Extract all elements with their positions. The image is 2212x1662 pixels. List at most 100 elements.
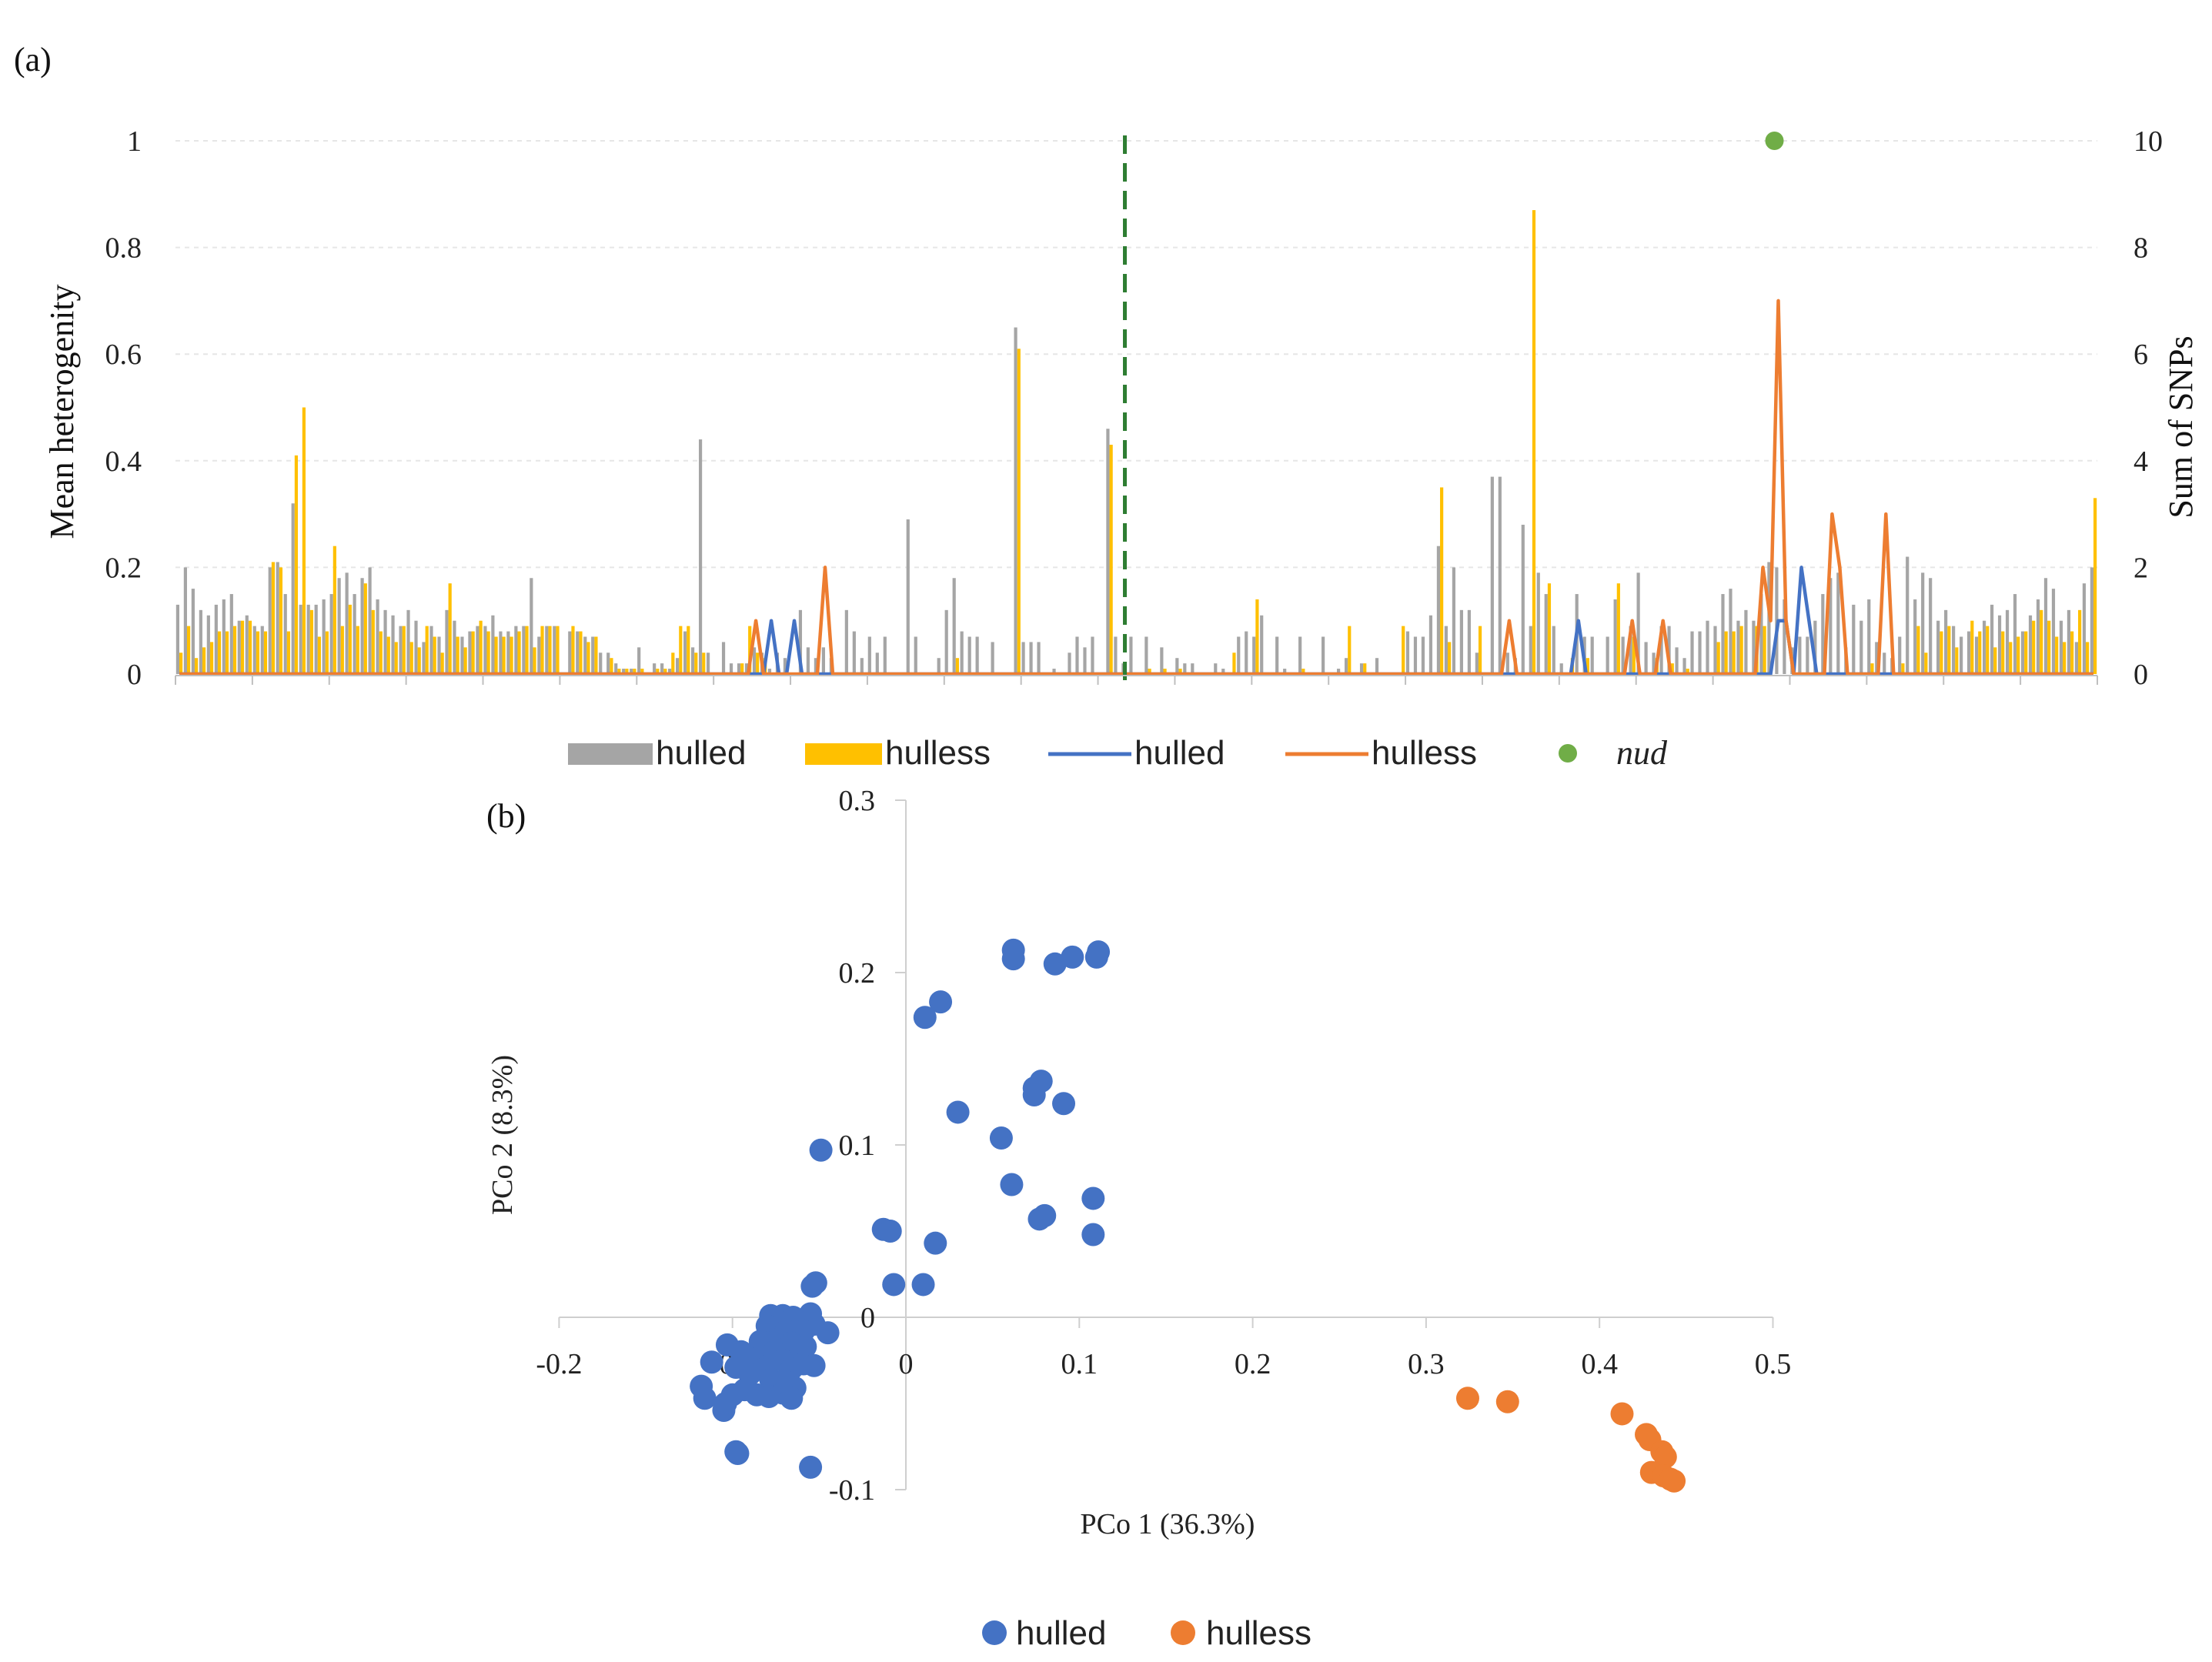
- bar-hulled-31: [414, 620, 418, 674]
- bar-hulled-236: [1990, 604, 1994, 674]
- bar-hulled-4: [206, 615, 210, 674]
- bar-hulless-56: [610, 658, 613, 674]
- bar-hulled-20: [329, 594, 333, 674]
- a-y-tick-label: 0.6: [105, 339, 142, 371]
- bar-hulled-126: [1144, 636, 1148, 674]
- bar-hulled-8: [237, 620, 241, 674]
- bar-hulless-137: [1232, 652, 1236, 674]
- panel-b-y-ticks: -0.1 0 0.1 0.2 0.3: [829, 785, 906, 1507]
- bar-hulled-81: [798, 609, 803, 674]
- bar-hulless-206: [1763, 626, 1766, 674]
- bar-hulled-163: [1428, 615, 1433, 674]
- point-hulled-14: [1000, 1173, 1024, 1196]
- bar-hulless-33: [433, 636, 436, 674]
- bar-hulled-62: [653, 663, 657, 674]
- bar-hulled-18: [314, 604, 318, 674]
- bar-hulled-212: [1806, 636, 1809, 674]
- bar-hulless-75: [756, 652, 760, 674]
- bar-hulled-130: [1175, 658, 1179, 674]
- bar-hulled-10: [252, 626, 256, 674]
- bar-hulless-109: [1017, 349, 1021, 674]
- legend-label-b-hulless: hulless: [1206, 1614, 1311, 1652]
- panel-a-y2-axis-title: Sum of SNPs: [2162, 335, 2200, 518]
- bar-hulled-6: [222, 599, 226, 674]
- bar-hulless-240: [2024, 631, 2028, 674]
- bar-hulless-49: [556, 626, 560, 674]
- bar-hulled-211: [1798, 636, 1802, 674]
- point-hulless-0: [1455, 1387, 1479, 1410]
- bar-hulless-128: [1163, 669, 1167, 674]
- bar-hulless-220: [1870, 663, 1874, 674]
- bar-hulless-140: [1255, 599, 1259, 674]
- bar-hulled-101: [952, 578, 956, 674]
- bar-hulled-2: [191, 589, 195, 674]
- bar-hulled-162: [1421, 636, 1425, 674]
- bar-hulled-119: [1091, 636, 1094, 674]
- bar-hulled-88: [852, 631, 856, 674]
- bar-hulled-49: [553, 626, 556, 674]
- bar-hulless-227: [1924, 652, 1928, 674]
- bar-hulled-116: [1068, 652, 1071, 674]
- bar-hulled-160: [1405, 631, 1410, 674]
- bar-hulled-75: [752, 647, 757, 674]
- bar-hulled-3: [199, 609, 202, 674]
- bar-hulless-35: [448, 583, 452, 674]
- legend-swatch-b-hulled: [982, 1620, 1007, 1645]
- bar-hulled-214: [1821, 594, 1825, 674]
- bar-hulled-231: [1952, 626, 1956, 674]
- bar-hulled-11: [260, 626, 264, 674]
- panel-b-points: [690, 938, 1686, 1493]
- bar-hulled-237: [1997, 615, 2002, 674]
- bar-hulless-6: [225, 631, 229, 674]
- bar-hulled-38: [468, 631, 472, 674]
- bar-hulless-74: [748, 626, 752, 674]
- bar-hulled-188: [1621, 636, 1625, 674]
- bar-hulled-82: [806, 647, 810, 674]
- bar-hulless-242: [2040, 609, 2043, 674]
- bar-hulless-189: [1632, 636, 1636, 674]
- bar-hulless-51: [571, 626, 575, 674]
- panel-a: (a) 0 0.2 0.4 0.6 0.8 1 0 2 4 6 8 10 Mean heteroge…: [14, 41, 2200, 772]
- bar-hulled-79: [783, 658, 787, 674]
- b-x-tick-label: 0.5: [1755, 1348, 1792, 1380]
- bar-hulled-27: [383, 609, 387, 674]
- bar-hulless-4: [209, 642, 214, 674]
- bar-hulled-156: [1375, 658, 1379, 674]
- bar-hulled-195: [1675, 647, 1679, 674]
- bar-hulled-58: [622, 669, 626, 674]
- bar-hulled-12: [268, 567, 272, 674]
- panel-a-nud-marker: [1765, 132, 1784, 150]
- bar-hulled-201: [1721, 594, 1725, 674]
- bar-hulled-235: [1982, 620, 1986, 674]
- bar-hulled-167: [1459, 609, 1463, 674]
- bar-hulled-215: [1829, 578, 1833, 674]
- legend-label-nud: nud: [1616, 734, 1668, 772]
- bar-hulless-178: [1547, 583, 1552, 674]
- bar-hulless-65: [679, 626, 683, 674]
- bar-hulled-141: [1260, 615, 1264, 674]
- b-y-tick-label: -0.1: [829, 1474, 875, 1507]
- bar-hulled-138: [1237, 636, 1241, 674]
- bar-hulless-2: [194, 658, 199, 674]
- bar-hulless-40: [486, 631, 490, 674]
- bar-hulless-10: [256, 631, 260, 674]
- bar-hulled-173: [1505, 652, 1509, 674]
- bar-hulled-233: [1967, 631, 1971, 674]
- bar-hulless-64: [671, 652, 675, 674]
- bar-hulled-245: [2059, 620, 2063, 674]
- bar-hulless-37: [463, 647, 467, 674]
- bar-hulled-249: [2090, 567, 2094, 674]
- legend-label-b-hulled: hulled: [1016, 1614, 1106, 1652]
- legend-item-hulled-bar: hulled: [568, 734, 746, 772]
- point-hulled-66: [780, 1387, 804, 1410]
- legend-item-nud: nud: [1559, 734, 1668, 772]
- bar-hulled-32: [422, 642, 426, 674]
- bar-hulless-22: [348, 604, 352, 674]
- bar-hulless-28: [394, 642, 398, 674]
- bar-hulled-161: [1413, 636, 1418, 674]
- bar-hulless-187: [1616, 583, 1620, 674]
- bar-hulled-225: [1906, 556, 1910, 674]
- bar-hulled-146: [1298, 636, 1302, 674]
- bar-hulled-194: [1667, 626, 1671, 674]
- bar-hulled-189: [1629, 626, 1632, 674]
